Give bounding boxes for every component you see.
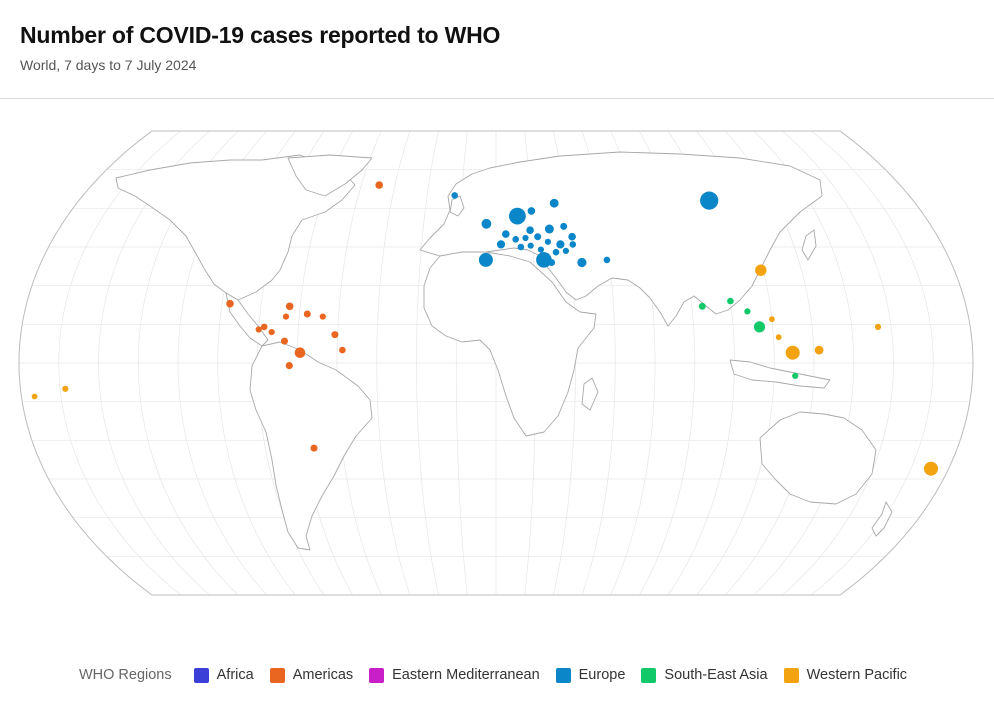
legend-title: WHO Regions xyxy=(78,667,172,683)
case-marker-americas[interactable] xyxy=(255,326,262,333)
case-markers xyxy=(31,181,938,476)
legend-item-europe[interactable]: Europe xyxy=(555,667,626,683)
legend-item-africa[interactable]: Africa xyxy=(193,667,254,683)
legend-label-americas: Americas xyxy=(292,667,354,683)
case-marker-sear[interactable] xyxy=(792,372,799,379)
case-marker-europe[interactable] xyxy=(527,207,536,215)
case-marker-sear[interactable] xyxy=(753,321,766,333)
case-marker-europe[interactable] xyxy=(481,218,492,229)
case-marker-europe[interactable] xyxy=(544,238,552,245)
case-marker-europe[interactable] xyxy=(496,240,506,249)
land-masses xyxy=(115,151,893,551)
case-marker-europe[interactable] xyxy=(560,222,568,230)
case-marker-americas[interactable] xyxy=(260,323,268,331)
case-marker-europe[interactable] xyxy=(548,259,556,266)
legend-item-eastern-mediterranean[interactable]: Eastern Mediterranean xyxy=(369,667,540,683)
land-greenland xyxy=(287,154,373,197)
case-marker-wpr[interactable] xyxy=(31,393,38,400)
case-marker-europe[interactable] xyxy=(603,256,611,264)
land-south-america xyxy=(249,341,373,551)
legend-swatch-africa xyxy=(193,667,209,683)
case-marker-americas[interactable] xyxy=(310,444,318,452)
legend-swatch-europe xyxy=(555,667,571,683)
case-marker-wpr[interactable] xyxy=(62,385,69,392)
case-marker-americas[interactable] xyxy=(268,329,275,336)
legend-item-western-pacific[interactable]: Western Pacific xyxy=(783,667,908,683)
land-new-zealand xyxy=(871,501,893,537)
case-marker-wpr[interactable] xyxy=(755,264,767,276)
case-marker-americas[interactable] xyxy=(331,331,339,339)
case-marker-sear[interactable] xyxy=(744,308,751,315)
legend-swatch-western-pacific xyxy=(783,667,799,683)
case-marker-sear[interactable] xyxy=(698,302,706,310)
legend-swatch-americas xyxy=(269,667,285,683)
case-marker-wpr[interactable] xyxy=(814,345,824,355)
page-title: Number of COVID-19 cases reported to WHO xyxy=(20,22,501,48)
case-marker-europe[interactable] xyxy=(552,248,560,256)
case-marker-europe[interactable] xyxy=(527,242,534,249)
page-subtitle: World, 7 days to 7 July 2024 xyxy=(20,57,197,73)
case-marker-americas[interactable] xyxy=(285,302,294,311)
land-madagascar xyxy=(581,377,599,411)
case-marker-americas[interactable] xyxy=(282,313,290,320)
case-marker-europe[interactable] xyxy=(549,198,559,208)
case-marker-wpr[interactable] xyxy=(874,323,882,330)
case-marker-europe[interactable] xyxy=(700,191,719,210)
case-marker-europe[interactable] xyxy=(517,243,525,251)
legend-label-western-pacific: Western Pacific xyxy=(806,667,908,683)
legend-swatch-eastern-mediterranean xyxy=(369,667,385,683)
legend-label-europe: Europe xyxy=(578,667,626,683)
case-marker-europe[interactable] xyxy=(536,252,552,268)
case-marker-europe[interactable] xyxy=(544,224,554,234)
case-marker-europe[interactable] xyxy=(526,226,534,234)
chart-header: Number of COVID-19 cases reported to WHO… xyxy=(20,22,500,73)
case-marker-americas[interactable] xyxy=(375,181,384,189)
map-border xyxy=(18,130,974,596)
land-central-america xyxy=(225,292,269,347)
case-marker-wpr[interactable] xyxy=(785,345,800,360)
legend-label-eastern-mediterranean: Eastern Mediterranean xyxy=(392,667,540,683)
case-marker-europe[interactable] xyxy=(512,236,519,243)
world-map xyxy=(18,130,974,596)
case-marker-europe[interactable] xyxy=(478,252,493,267)
land-southeast-asia-islands xyxy=(729,359,831,389)
land-africa xyxy=(423,251,597,437)
legend: WHO Regions Africa Americas Eastern Medi… xyxy=(0,667,994,683)
land-british-isles xyxy=(449,195,465,217)
case-marker-americas[interactable] xyxy=(319,313,326,320)
case-marker-americas[interactable] xyxy=(285,362,293,370)
legend-label-africa: Africa xyxy=(216,667,254,683)
case-marker-europe[interactable] xyxy=(556,240,565,249)
case-marker-wpr[interactable] xyxy=(769,316,775,323)
case-marker-europe[interactable] xyxy=(569,241,577,248)
header-divider xyxy=(0,98,994,99)
land-japan xyxy=(801,229,817,261)
case-marker-europe[interactable] xyxy=(577,257,587,268)
case-marker-americas[interactable] xyxy=(294,347,306,358)
case-marker-wpr[interactable] xyxy=(924,461,938,476)
legend-item-americas[interactable]: Americas xyxy=(269,667,354,683)
case-marker-sear[interactable] xyxy=(727,297,734,305)
legend-swatch-south-east-asia xyxy=(641,667,657,683)
case-marker-americas[interactable] xyxy=(226,299,234,308)
case-marker-europe[interactable] xyxy=(502,230,510,238)
case-marker-europe[interactable] xyxy=(509,207,526,225)
legend-item-south-east-asia[interactable]: South-East Asia xyxy=(641,667,768,683)
case-marker-europe[interactable] xyxy=(562,247,570,254)
case-marker-europe[interactable] xyxy=(451,192,459,199)
case-marker-europe[interactable] xyxy=(522,234,529,242)
case-marker-europe[interactable] xyxy=(537,246,545,253)
land-australia xyxy=(759,411,877,505)
legend-label-south-east-asia: South-East Asia xyxy=(664,667,768,683)
case-marker-americas[interactable] xyxy=(303,310,311,318)
case-marker-europe[interactable] xyxy=(534,233,542,241)
case-marker-europe[interactable] xyxy=(568,232,576,241)
case-marker-americas[interactable] xyxy=(339,346,346,354)
case-marker-americas[interactable] xyxy=(281,337,288,345)
case-marker-wpr[interactable] xyxy=(775,334,782,341)
